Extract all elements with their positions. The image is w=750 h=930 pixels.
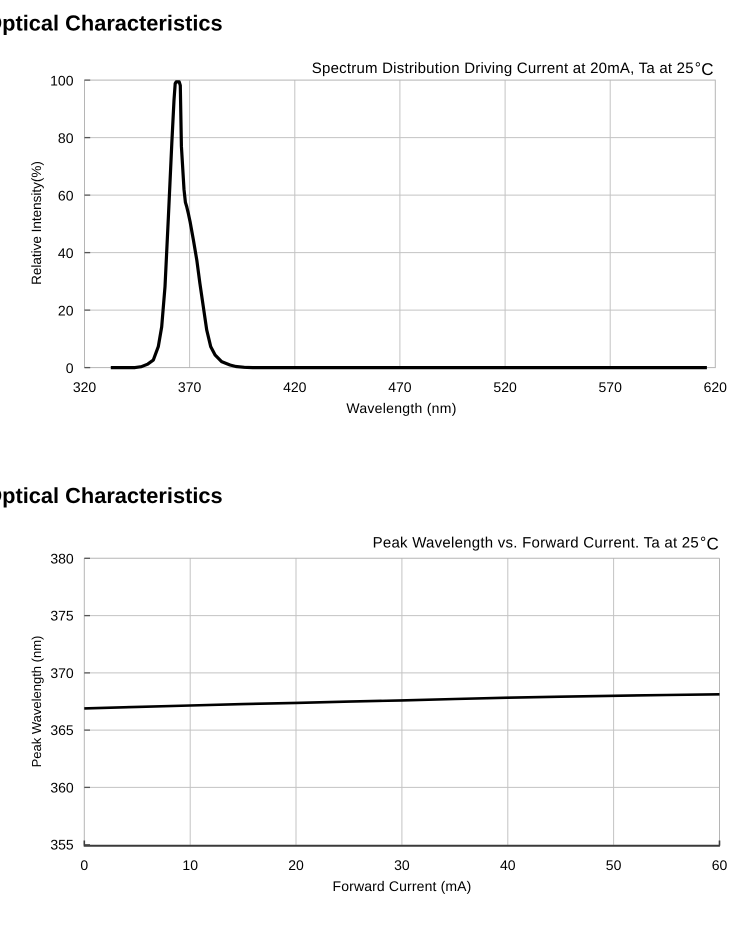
svg-text:Optical Characteristics: Optical Characteristics — [0, 483, 223, 508]
svg-text:100: 100 — [50, 72, 74, 88]
svg-text:0: 0 — [80, 857, 88, 873]
svg-text:40: 40 — [500, 857, 516, 873]
svg-text:60: 60 — [58, 187, 74, 203]
svg-text:470: 470 — [388, 379, 412, 395]
svg-text:Wavelength (nm): Wavelength (nm) — [346, 400, 456, 416]
svg-text:570: 570 — [599, 379, 623, 395]
svg-text:Optical Characteristics: Optical Characteristics — [0, 11, 223, 36]
svg-text:Peak Wavelength vs. Forward Cu: Peak Wavelength vs. Forward Current. Ta … — [373, 535, 719, 554]
svg-text:370: 370 — [50, 665, 74, 681]
svg-text:620: 620 — [704, 379, 728, 395]
svg-text:Relative Intensity(%): Relative Intensity(%) — [29, 161, 44, 285]
svg-text:40: 40 — [58, 245, 74, 261]
svg-text:320: 320 — [73, 379, 97, 395]
svg-text:20: 20 — [288, 857, 304, 873]
svg-text:20: 20 — [58, 302, 74, 318]
svg-text:355: 355 — [50, 837, 74, 853]
svg-text:30: 30 — [394, 857, 410, 873]
svg-text:60: 60 — [712, 857, 728, 873]
svg-text:365: 365 — [50, 722, 74, 738]
svg-text:80: 80 — [58, 130, 74, 146]
svg-text:520: 520 — [493, 379, 517, 395]
svg-text:10: 10 — [182, 857, 198, 873]
svg-text:375: 375 — [50, 608, 74, 624]
svg-text:50: 50 — [606, 857, 622, 873]
svg-text:Peak Wavelength (nm): Peak Wavelength (nm) — [29, 636, 44, 768]
svg-text:Spectrum Distribution Driving: Spectrum Distribution Driving Current at… — [312, 60, 714, 79]
svg-text:360: 360 — [50, 779, 74, 795]
svg-text:380: 380 — [50, 550, 74, 566]
svg-text:420: 420 — [283, 379, 307, 395]
svg-text:0: 0 — [66, 360, 74, 376]
svg-text:370: 370 — [178, 379, 202, 395]
svg-text:Forward Current (mA): Forward Current (mA) — [333, 878, 472, 894]
